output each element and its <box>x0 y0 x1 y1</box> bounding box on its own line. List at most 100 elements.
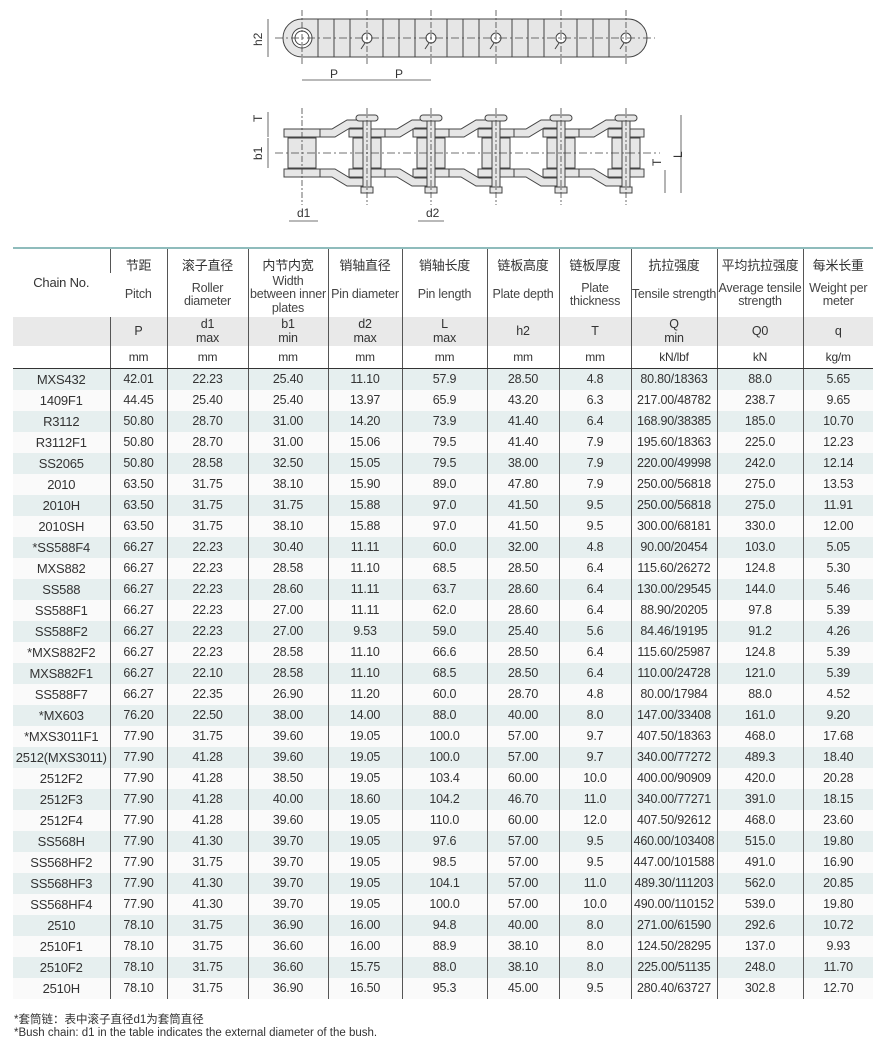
value-cell: 32.50 <box>247 453 328 474</box>
value-cell: 60.0 <box>401 684 487 705</box>
value-cell: 168.90/38385 <box>630 411 717 432</box>
value-cell: 31.00 <box>247 411 328 432</box>
value-cell: 31.75 <box>166 852 248 873</box>
header-unit-blank <box>13 346 110 369</box>
value-cell: 88.0 <box>401 705 487 726</box>
value-cell: 39.70 <box>247 894 328 915</box>
chain-no-cell: 2510F1 <box>39 938 83 954</box>
value-cell: 100.0 <box>401 894 487 915</box>
chain-no-cell: SS568HF4 <box>30 896 93 912</box>
value-cell: 68.5 <box>401 663 487 684</box>
value-cell: 460.00/103408 <box>630 831 717 852</box>
value-cell: 60.0 <box>401 537 487 558</box>
value-cell: 115.60/26272 <box>630 558 717 579</box>
value-cell: 41.30 <box>166 831 248 852</box>
value-cell: 238.7 <box>716 390 803 411</box>
value-cell: 77.90 <box>109 873 167 894</box>
value-cell: 185.0 <box>716 411 803 432</box>
value-cell: 250.00/56818 <box>630 495 717 516</box>
value-cell: 41.28 <box>166 768 248 789</box>
value-cell: 4.8 <box>558 684 631 705</box>
value-cell: 562.0 <box>716 873 803 894</box>
value-cell: 6.4 <box>558 411 631 432</box>
value-cell: 275.0 <box>716 474 803 495</box>
value-cell: 41.40 <box>486 411 559 432</box>
header-en: Width between inner plates <box>247 273 328 317</box>
table-row: *MXS882F2 66.27 22.23 28.58 11.10 66.6 28.50 6.… <box>13 642 873 663</box>
value-cell: 46.70 <box>486 789 559 810</box>
table-row: 2510H 78.10 31.75 36.90 16.50 95.3 45.00 9.5 280… <box>13 978 873 999</box>
value-cell: 7.9 <box>558 453 631 474</box>
value-cell: 97.0 <box>401 516 487 537</box>
label-d2: d2 <box>426 206 440 220</box>
value-cell: 36.90 <box>247 915 328 936</box>
value-cell: 66.27 <box>109 663 167 684</box>
value-cell: 59.0 <box>401 621 487 642</box>
value-cell: 39.70 <box>247 831 328 852</box>
value-cell: 19.05 <box>327 831 402 852</box>
value-cell: 31.75 <box>166 474 248 495</box>
value-cell: 31.75 <box>166 495 248 516</box>
value-cell: 121.0 <box>716 663 803 684</box>
value-cell: 16.90 <box>802 852 873 873</box>
value-cell: 76.20 <box>109 705 167 726</box>
header-unit: kN <box>716 346 803 369</box>
value-cell: 18.40 <box>802 747 873 768</box>
value-cell: 17.68 <box>802 726 873 747</box>
value-cell: 11.91 <box>802 495 873 516</box>
value-cell: 60.00 <box>486 768 559 789</box>
value-cell: 22.35 <box>166 684 248 705</box>
value-cell: 468.0 <box>716 810 803 831</box>
value-cell: 66.27 <box>109 642 167 663</box>
header-en: Plate thickness <box>558 273 631 317</box>
value-cell: 8.0 <box>558 936 631 957</box>
table-row: SS568HF3 77.90 41.30 39.70 19.05 104.1 57.00 11… <box>13 873 873 894</box>
value-cell: 57.00 <box>486 894 559 915</box>
value-cell: 65.9 <box>401 390 487 411</box>
value-cell: 5.05 <box>802 537 873 558</box>
value-cell: 28.60 <box>486 579 559 600</box>
chain-top-view <box>282 18 648 58</box>
value-cell: 25.40 <box>247 368 328 390</box>
value-cell: 9.93 <box>802 936 873 957</box>
header-symbol: h2 <box>486 317 559 346</box>
value-cell: 38.10 <box>486 936 559 957</box>
value-cell: 292.6 <box>716 915 803 936</box>
chain-no-cell: *SS588F4 <box>32 539 91 555</box>
chain-no-cell: SS568HF3 <box>30 875 93 891</box>
value-cell: 77.90 <box>109 747 167 768</box>
value-cell: 39.60 <box>247 810 328 831</box>
value-cell: 5.39 <box>802 642 873 663</box>
value-cell: 20.85 <box>802 873 873 894</box>
value-cell: 300.00/68181 <box>630 516 717 537</box>
value-cell: 100.0 <box>401 726 487 747</box>
value-cell: 97.8 <box>716 600 803 621</box>
value-cell: 22.23 <box>166 621 248 642</box>
value-cell: 41.40 <box>486 432 559 453</box>
table-row: MXS882 66.27 22.23 28.58 11.10 68.5 28.50 6.4 11… <box>13 558 873 579</box>
value-cell: 66.27 <box>109 621 167 642</box>
label-t-side: T <box>650 158 664 166</box>
value-cell: 39.60 <box>247 747 328 768</box>
chain-no-cell: 2010 <box>47 476 76 492</box>
value-cell: 11.10 <box>327 642 402 663</box>
value-cell: 10.72 <box>802 915 873 936</box>
value-cell: 539.0 <box>716 894 803 915</box>
value-cell: 88.0 <box>716 684 803 705</box>
chain-no-cell: R3112F1 <box>35 434 87 450</box>
note-english: *Bush chain: d1 in the table indicates t… <box>14 1027 378 1039</box>
value-cell: 6.4 <box>558 642 631 663</box>
value-cell: 13.97 <box>327 390 402 411</box>
value-cell: 28.60 <box>247 579 328 600</box>
value-cell: 12.14 <box>802 453 873 474</box>
header-zh: 滚子直径 <box>166 248 248 273</box>
value-cell: 248.0 <box>716 957 803 978</box>
table-row: SS568HF4 77.90 41.30 39.70 19.05 100.0 57.00 10… <box>13 894 873 915</box>
symbol-qualifier: min <box>664 330 684 345</box>
value-cell: 31.75 <box>166 516 248 537</box>
table-row: R3112F1 50.80 28.70 31.00 15.06 79.5 41.40 7.9 1… <box>13 432 873 453</box>
value-cell: 39.70 <box>247 873 328 894</box>
value-cell: 19.05 <box>327 810 402 831</box>
value-cell: 275.0 <box>716 495 803 516</box>
